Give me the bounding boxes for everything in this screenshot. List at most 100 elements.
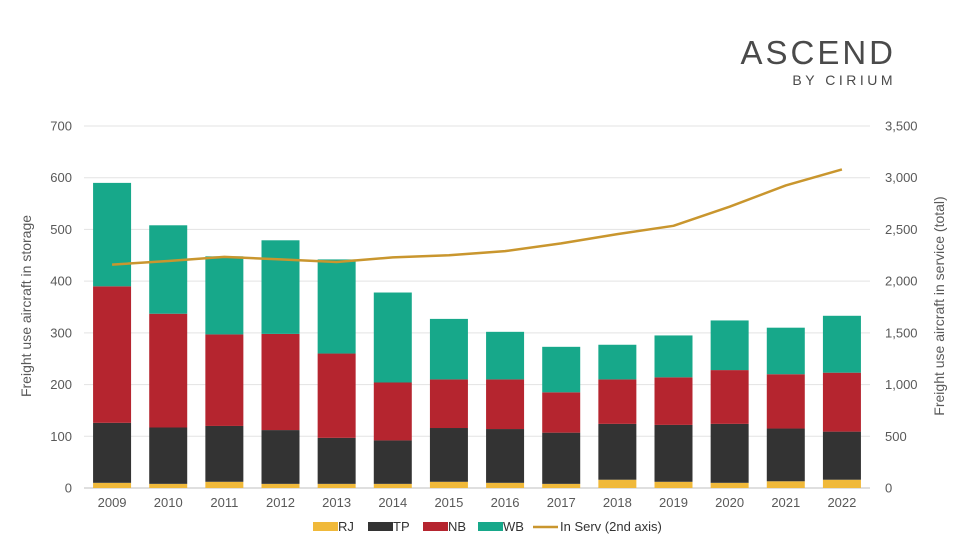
y2-tick-label: 0	[885, 481, 892, 496]
x-tick-label: 2020	[715, 495, 744, 510]
in-service-line	[111, 168, 843, 266]
bar-nb-2016	[486, 379, 525, 430]
bar-tp-2011	[205, 425, 244, 482]
bar-rj-2021	[766, 481, 805, 488]
x-tick-label: 2015	[434, 495, 463, 510]
bar-nb-2010	[149, 313, 188, 428]
bar-rj-2017	[542, 483, 581, 488]
y2-tick-label: 2,500	[885, 222, 918, 237]
x-tick-label: 2009	[98, 495, 127, 510]
x-tick-label: 2022	[827, 495, 856, 510]
bar-wb-2020	[710, 320, 749, 371]
legend: RJ TP NB WB In Serv (2nd axis)	[313, 519, 662, 534]
y2-tick-label: 3,000	[885, 170, 918, 185]
x-tick-label: 2013	[322, 495, 351, 510]
bar-nb-2022	[822, 372, 861, 432]
x-tick-label: 2019	[659, 495, 688, 510]
y2-tick-label: 500	[885, 429, 907, 444]
bar-wb-2018	[598, 344, 637, 380]
bar-wb-2009	[93, 182, 132, 287]
bar-nb-2017	[542, 392, 581, 433]
x-tick-label: 2018	[603, 495, 632, 510]
y2-tick-label: 1,000	[885, 377, 918, 392]
y-tick-label: 400	[50, 274, 72, 289]
y2-axis-title: Freight use aircraft in service (total)	[931, 196, 947, 415]
bar-tp-2015	[429, 428, 468, 482]
bar-nb-2019	[654, 377, 693, 425]
bar-rj-2014	[373, 483, 412, 488]
y-tick-label: 700	[50, 119, 72, 134]
bar-tp-2020	[710, 423, 749, 483]
bar-tp-2010	[149, 427, 188, 484]
x-tick-label: 2010	[154, 495, 183, 510]
bar-nb-2014	[373, 382, 412, 441]
x-tick-label: 2011	[210, 495, 238, 510]
bar-tp-2022	[822, 431, 861, 480]
legend-swatch-nb	[423, 522, 448, 531]
x-tick-label: 2021	[771, 495, 800, 510]
bar-rj-2009	[93, 482, 132, 488]
bar-wb-2021	[766, 327, 805, 375]
legend-label-rj: RJ	[338, 519, 354, 534]
legend-swatch-wb	[478, 522, 503, 531]
bar-tp-2016	[486, 429, 525, 483]
y-axis-title: Freight use aircraft in storage	[18, 215, 34, 397]
bar-wb-2011	[205, 256, 244, 335]
legend-label-wb: WB	[503, 519, 524, 534]
bar-rj-2010	[149, 483, 188, 488]
legend-swatch-tp	[368, 522, 393, 531]
in-service-line-layer	[111, 168, 843, 266]
y2-tick-label: 1,500	[885, 325, 918, 340]
bar-tp-2019	[654, 424, 693, 482]
bar-rj-2022	[822, 479, 861, 488]
bar-rj-2012	[261, 483, 300, 488]
bar-wb-2015	[429, 318, 468, 380]
bar-rj-2011	[205, 481, 244, 488]
bar-rj-2016	[486, 482, 525, 488]
bar-tp-2021	[766, 428, 805, 482]
bar-nb-2021	[766, 374, 805, 429]
ascend-by-cirium-logo: ASCEND BY CIRIUM	[740, 34, 940, 96]
right-axis-ticks: 0 500 1,000 1,500 2,000 2,500 3,000 3,500	[885, 119, 918, 496]
bar-nb-2012	[261, 333, 300, 431]
logo-wordmark: ASCEND	[740, 34, 896, 71]
y-tick-label: 600	[50, 170, 72, 185]
left-axis-ticks: 0 100 200 300 400 500 600 700	[50, 119, 72, 496]
bar-rj-2018	[598, 479, 637, 488]
bar-nb-2015	[429, 379, 468, 429]
bar-nb-2020	[710, 370, 749, 424]
bar-wb-2013	[317, 259, 356, 354]
bar-wb-2017	[542, 346, 581, 393]
y-tick-label: 300	[50, 325, 72, 340]
bar-tp-2018	[598, 423, 637, 480]
bar-wb-2022	[822, 315, 861, 373]
y-tick-label: 200	[50, 377, 72, 392]
bar-tp-2014	[373, 440, 412, 484]
bar-nb-2011	[205, 334, 244, 426]
bar-series	[93, 182, 861, 488]
x-tick-label: 2012	[266, 495, 295, 510]
x-axis-ticks: 2009 2010 2011 2012 2013 2014 2015 2016 2017 2018…	[98, 495, 857, 510]
y-tick-label: 100	[50, 429, 72, 444]
legend-label-in-service: In Serv (2nd axis)	[560, 519, 662, 534]
bar-tp-2017	[542, 432, 581, 484]
legend-label-nb: NB	[448, 519, 466, 534]
bar-tp-2012	[261, 430, 300, 484]
bar-rj-2019	[654, 481, 693, 488]
bar-rj-2015	[429, 481, 468, 488]
bar-rj-2013	[317, 483, 356, 488]
bar-wb-2016	[486, 331, 525, 380]
y-tick-label: 0	[65, 481, 72, 496]
y2-tick-label: 2,000	[885, 274, 918, 289]
bar-wb-2019	[654, 335, 693, 378]
legend-label-tp: TP	[393, 519, 410, 534]
bar-tp-2009	[93, 422, 132, 483]
x-tick-label: 2017	[547, 495, 576, 510]
x-tick-label: 2014	[378, 495, 407, 510]
bar-rj-2020	[710, 482, 749, 488]
bar-tp-2013	[317, 437, 356, 484]
bar-nb-2018	[598, 379, 637, 424]
bar-wb-2012	[261, 240, 300, 334]
gridlines	[84, 125, 870, 489]
